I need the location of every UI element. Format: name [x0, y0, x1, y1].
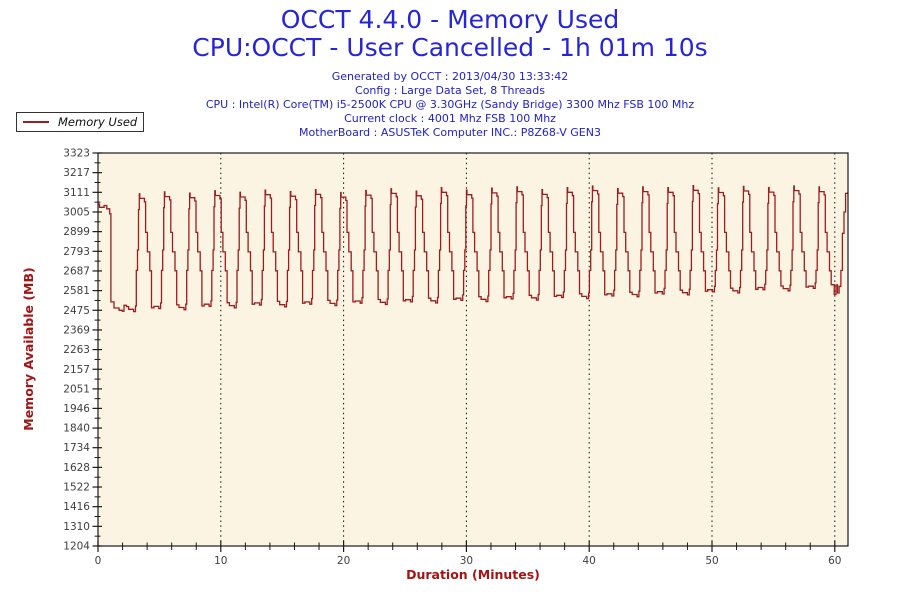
x-tick-label: 0 — [95, 555, 102, 567]
y-tick-label: 2475 — [63, 305, 90, 317]
x-tick-label: 30 — [460, 555, 473, 567]
meta-cpu: CPU : Intel(R) Core(TM) i5-2500K CPU @ 3… — [205, 98, 695, 111]
system-info-block: Generated by OCCT : 2013/04/30 13:33:42 … — [0, 70, 900, 140]
y-tick-label: 3323 — [63, 148, 90, 160]
x-axis-ticks — [97, 541, 836, 552]
legend-line-sample — [23, 121, 49, 123]
meta-config: Config : Large Data Set, 8 Threads — [355, 84, 545, 97]
y-tick-label: 2263 — [63, 344, 90, 356]
y-tick-label: 1204 — [63, 541, 90, 553]
x-tick-label: 20 — [337, 555, 350, 567]
y-axis-tick-labels: 3323 3217 3111 3005 2899 2793 2687 2581 2475 2369… — [63, 148, 90, 553]
y-tick-label: 1946 — [63, 403, 90, 415]
x-axis-tick-labels: 0 10 20 30 40 50 60 — [95, 555, 842, 567]
y-tick-label: 2157 — [63, 364, 90, 376]
y-tick-label: 2581 — [63, 285, 90, 297]
x-tick-label: 40 — [583, 555, 596, 567]
y-tick-label: 2793 — [63, 246, 90, 258]
chart-title: OCCT 4.4.0 - Memory Used — [280, 5, 620, 34]
y-tick-label: 3217 — [63, 167, 90, 179]
meta-current-clock: Current clock : 4001 Mhz FSB 100 Mhz — [344, 112, 556, 125]
memory-used-series — [98, 184, 849, 313]
memory-chart: 3323 3217 3111 3005 2899 2793 2687 2581 2475 2369… — [21, 148, 849, 582]
y-tick-label: 2687 — [63, 265, 90, 277]
y-axis-title: Memory Available (MB) — [21, 267, 36, 430]
x-tick-label: 50 — [705, 555, 718, 567]
y-tick-label: 3005 — [63, 206, 90, 218]
y-axis-ticks — [92, 152, 102, 547]
y-tick-label: 1628 — [63, 462, 90, 474]
y-tick-label: 1522 — [63, 482, 90, 494]
y-tick-label: 2369 — [63, 324, 90, 336]
x-axis-title: Duration (Minutes) — [406, 567, 540, 582]
y-tick-label: 1310 — [63, 521, 90, 533]
y-tick-label: 1416 — [63, 501, 90, 513]
meta-motherboard: MotherBoard : ASUSTeK Computer INC.: P8Z… — [299, 126, 601, 139]
gridlines — [220, 153, 836, 546]
y-tick-label: 3111 — [63, 187, 90, 199]
y-tick-label: 1840 — [63, 423, 90, 435]
legend-box: Memory Used — [16, 112, 144, 132]
chart-subtitle: CPU:OCCT - User Cancelled - 1h 01m 10s — [192, 33, 708, 62]
x-tick-label: 10 — [214, 555, 227, 567]
y-tick-label: 2899 — [63, 226, 90, 238]
x-tick-label: 60 — [828, 555, 841, 567]
meta-generated-by: Generated by OCCT : 2013/04/30 13:33:42 — [331, 70, 569, 83]
y-tick-label: 2051 — [63, 383, 90, 395]
legend-label: Memory Used — [58, 115, 138, 129]
y-tick-label: 1734 — [63, 442, 90, 454]
